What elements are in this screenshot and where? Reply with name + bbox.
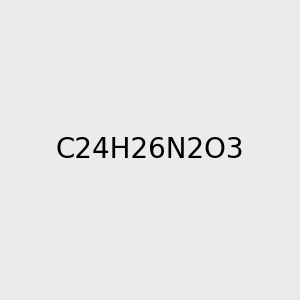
Text: C24H26N2O3: C24H26N2O3 xyxy=(56,136,244,164)
